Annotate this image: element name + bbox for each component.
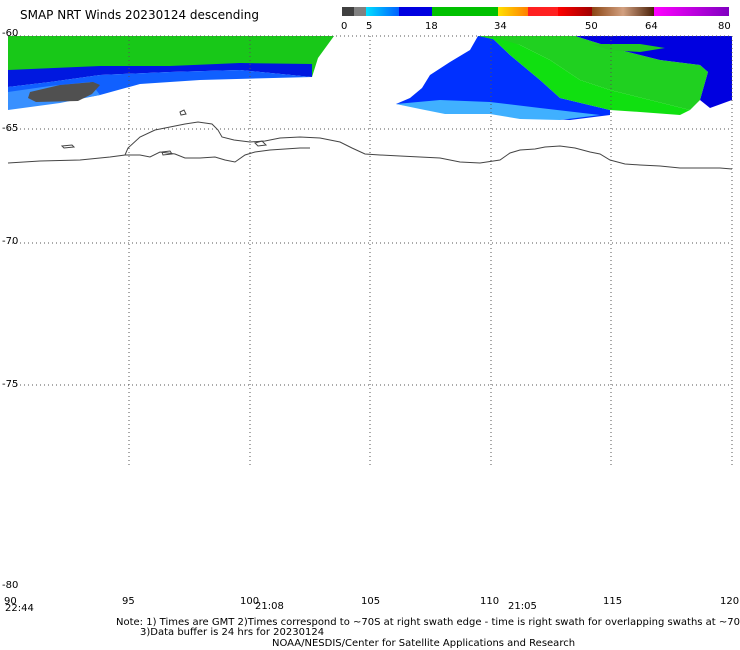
lat-label-60: -60 — [2, 28, 19, 39]
colorbar-label-34: 34 — [494, 21, 507, 32]
swath-time-3: 21:05 — [508, 601, 537, 612]
colorbar-seg-1 — [342, 7, 354, 16]
colorbar-label-18: 18 — [425, 21, 438, 32]
lon-label-90: 90 — [4, 596, 17, 607]
colorbar-seg-10 — [654, 7, 729, 16]
note-line-2: 3)Data buffer is 24 hrs for 20230124 — [140, 627, 325, 638]
wind-swath-right — [396, 36, 732, 120]
note-line-1: Note: 1) Times are GMT 2)Times correspon… — [116, 617, 740, 628]
colorbar-seg-5 — [432, 7, 498, 16]
colorbar-label-64: 64 — [645, 21, 658, 32]
lat-label-80: -80 — [2, 580, 19, 591]
colorbar-label-5: 5 — [366, 21, 373, 32]
colorbar-seg-3 — [366, 7, 399, 16]
map-title: SMAP NRT Winds 20230124 descending — [20, 8, 259, 22]
colorbar-seg-7 — [528, 7, 558, 16]
lon-label-110: 110 — [480, 596, 500, 607]
colorbar-seg-4 — [399, 7, 432, 16]
colorbar-seg-8 — [558, 7, 592, 16]
lon-label-100: 100 — [240, 596, 260, 607]
colorbar-seg-9 — [592, 7, 654, 16]
swath-time-1: 22:44 — [5, 603, 34, 614]
note-line-3: NOAA/NESDIS/Center for Satellite Applica… — [272, 638, 576, 649]
colorbar-label-80: 80 — [718, 21, 731, 32]
colorbar-seg-2 — [354, 7, 366, 16]
swath-time-2: 21:08 — [255, 601, 284, 612]
lat-label-75: -75 — [2, 379, 19, 390]
lat-label-65: -65 — [2, 123, 19, 134]
lon-label-120: 120 — [720, 596, 740, 607]
colorbar-seg-6 — [498, 7, 528, 16]
lon-label-105: 105 — [361, 596, 381, 607]
wind-swath-left — [8, 36, 334, 110]
coastline — [7, 109, 733, 170]
lat-label-70: -70 — [2, 236, 19, 247]
lon-label-95: 95 — [122, 596, 135, 607]
lon-label-115: 115 — [603, 596, 623, 607]
colorbar-label-0: 0 — [341, 21, 348, 32]
colorbar-label-50: 50 — [585, 21, 598, 32]
lat-lon-grid — [8, 35, 733, 465]
